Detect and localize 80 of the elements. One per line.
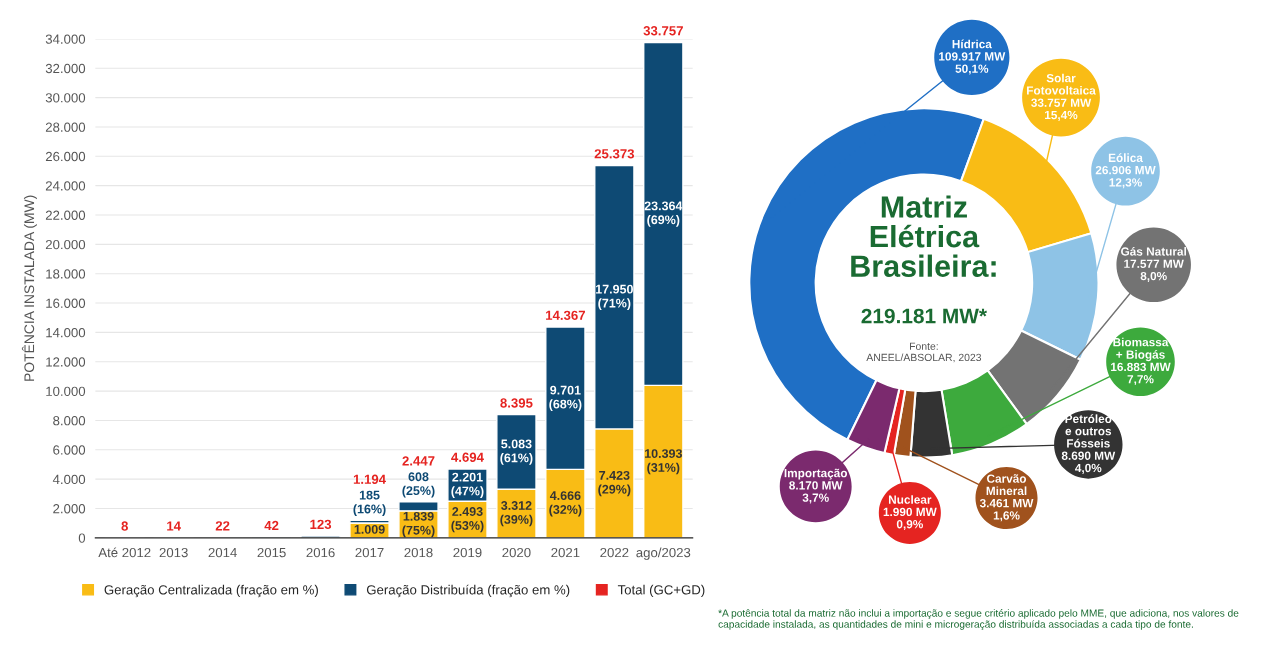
slice-label: Nuclear [888,495,932,504]
data-label: 9.701 (68%) [549,385,582,411]
y-tick-label: 4.000 [52,474,86,485]
legend-label: Geração Centralizada (fração em %) [104,584,318,598]
total-label: 33.757 [643,26,683,36]
y-tick-label: 24.000 [45,181,86,191]
data-label: 5.083 (61%) [500,439,533,465]
text: 219.181 MW* [861,308,987,324]
y-tick-label: 34.000 [45,34,86,44]
slice-label: Solar Fotovoltaica [1027,73,1096,95]
data-label: 17.577 MW 8,0% [1124,259,1184,282]
source-note: Fonte: ANEEL/ABSOLAR, 2023 [866,342,982,363]
slice-label: Carvão Mineral [986,474,1027,496]
total-label: 8 [121,521,128,531]
y-tick-label: 8.000 [53,416,86,426]
y-tick-label: 0 [78,533,86,543]
total-label: 123 [310,519,332,530]
total-label: 14 [167,521,181,531]
y-tick-label: 2.000 [53,504,86,514]
slice-label: Importação [784,468,848,480]
data-label: 17.950 (71%) [596,284,633,310]
data-label: 3.312 (39%) [500,501,533,527]
data-label: 10.393 (31%) [644,449,682,475]
x-tick-label: 2020 [502,547,531,558]
legend-label: Geração Distribuída (fração em %) [366,584,570,598]
slice-label: Eólica [1108,153,1143,163]
y-tick-label: 20.000 [45,239,86,250]
data-label: 4.666 (32%) [549,491,582,517]
x-tick-label: 2016 [306,547,335,558]
x-tick-label: 2019 [453,547,482,558]
total-label: 42 [264,520,279,531]
data-label: 608 (25%) [402,472,435,498]
total-label: 14.367 [546,310,585,321]
x-tick-label: 2013 [159,547,188,558]
y-tick-label: 22.000 [45,210,86,220]
slice-label: Gás Natural [1121,246,1186,256]
slice-label: Biomassa + Biogás [1113,337,1169,362]
x-tick-label: 2022 [600,547,629,558]
x-tick-label: 2021 [551,547,580,558]
data-label: 8.690 MW 4,0% [1061,451,1116,474]
total-label: 22 [215,521,230,531]
data-label: 8.170 MW 3,7% [789,481,843,504]
y-tick-label: 28.000 [45,122,86,132]
x-tick-label: 2015 [257,547,286,558]
data-label: 109.917 MW 50,1% [939,52,1006,75]
y-tick-label: 14.000 [46,327,86,338]
data-label: 1.839 (75%) [402,511,435,538]
y-tick-label: 30.000 [45,93,86,103]
text: *A potência total da matriz não inclui a importação e segue critério aplicado pelo MME, que adiciona, nos valores de capacidade instalada, as quantidades de mini e microgeração distribuída associadas a cada tipo de fonte. [718,609,1239,630]
total-label: 4.694 [451,452,484,462]
slice-label: Hídrica [952,39,992,49]
y-tick-label: 32.000 [45,63,86,74]
data-label: 3.461 MW 1,6% [979,499,1034,522]
data-label: 7.423 (29%) [598,470,631,497]
total-label: 25.373 [594,149,635,159]
y-tick-label: 12.000 [46,357,86,367]
data-label: 2.201 (47%) [451,472,484,498]
data-label: 1.990 MW 0,9% [883,507,937,531]
data-label: 16.883 MW 7,7% [1111,362,1171,386]
y-axis-title: POTÊNCIA INSTALADA (MW) [21,195,37,381]
y-tick-label: 10.000 [46,386,86,396]
total-label: 2.447 [402,456,435,466]
y-tick-label: 26.000 [45,151,86,162]
total-label: 1.194 [353,474,386,484]
x-tick-label: 2018 [404,547,433,558]
total-label: 8.395 [500,398,533,408]
x-tick-label: ago/2023 [636,547,691,560]
y-tick-label: 6.000 [53,445,86,455]
data-label: 33.757 MW 15,4% [1031,98,1092,121]
data-label: 185 (16%) [353,490,386,516]
y-tick-label: 16.000 [46,298,86,308]
text: Matriz Elétrica Brasileira: [851,195,996,278]
data-label: 1.009 [354,524,385,534]
data-label: 26.906 MW 12,3% [1095,165,1156,189]
x-tick-label: 2017 [355,547,384,558]
y-tick-label: 18.000 [46,269,86,279]
x-tick-label: 2014 [208,547,237,558]
data-label: 2.493 (53%) [451,507,484,533]
x-tick-label: Até 2012 [98,547,151,558]
text: Total (GC+GD) [617,584,705,598]
